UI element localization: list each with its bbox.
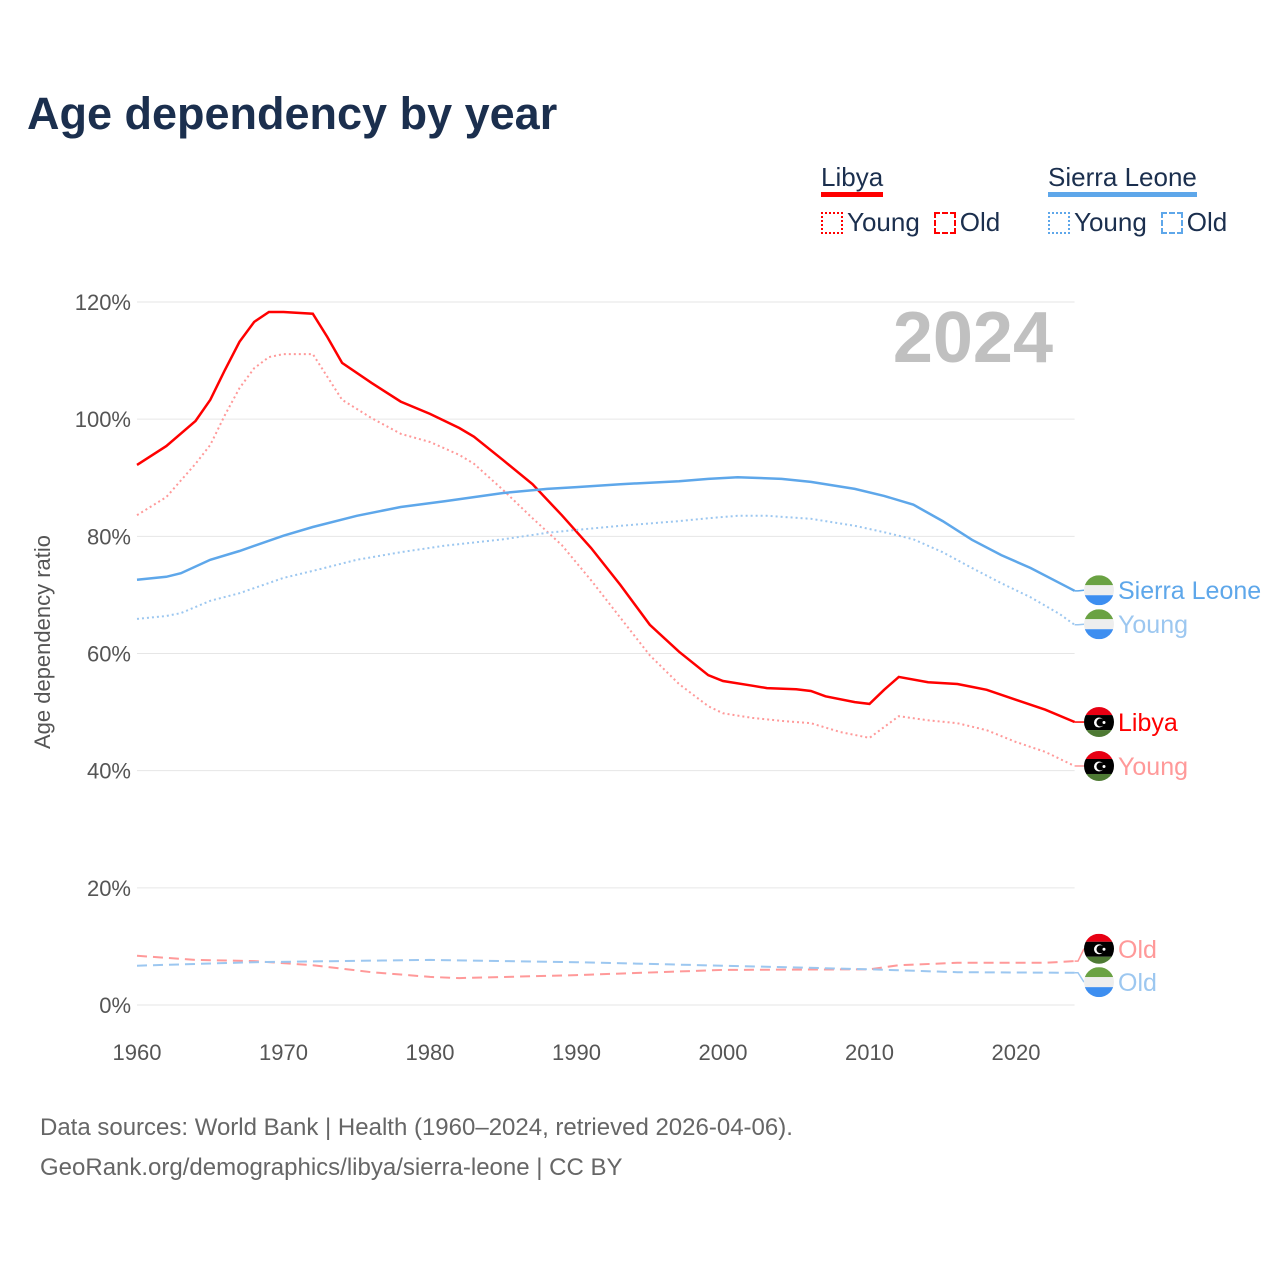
- legend-label: Old: [959, 207, 1001, 237]
- footer: Data sources: World Bank | Health (1960–…: [40, 1108, 793, 1188]
- series-line-sierra-leone[interactable]: [136, 475, 1076, 592]
- end-label-text: Old: [1118, 936, 1157, 964]
- x-tick-label: 2010: [845, 1040, 894, 1065]
- legend-label: Old: [1186, 207, 1228, 237]
- libya-flag-icon: [1084, 750, 1114, 781]
- data-source-note: Data sources: World Bank | Health (1960–…: [40, 1114, 793, 1141]
- legend-country-sierra-leone[interactable]: Sierra Leone: [1048, 162, 1197, 197]
- year-watermark: 2024: [893, 298, 1053, 378]
- dotted-swatch-icon: [821, 211, 843, 234]
- y-tick-label: 60%: [87, 642, 131, 667]
- end-label-text: Old: [1118, 969, 1157, 997]
- end-label-libya-young[interactable]: Young: [1074, 750, 1188, 782]
- connector-line: [1074, 589, 1085, 592]
- sierra-leone-flag-icon: [1084, 609, 1114, 640]
- connector-line: [1074, 948, 1085, 962]
- y-tick-label: 20%: [87, 876, 131, 901]
- series-line-libya[interactable]: [136, 310, 1076, 724]
- x-tick-label: 1970: [259, 1040, 308, 1065]
- x-tick-label: 2020: [992, 1040, 1041, 1065]
- y-tick-label: 100%: [75, 407, 131, 432]
- legend-label: Young: [1074, 207, 1147, 237]
- legend-item-libya-young[interactable]: Young: [821, 207, 920, 238]
- end-label-sierra-leone-old[interactable]: Old: [1074, 967, 1157, 998]
- legend-item-sierra-leone-young[interactable]: Young: [1048, 207, 1147, 238]
- y-tick-label: 80%: [87, 524, 131, 549]
- sierra-leone-flag-icon: [1084, 967, 1114, 998]
- series-line-sierra-leone-old[interactable]: [136, 958, 1075, 974]
- x-tick-label: 2000: [699, 1040, 748, 1065]
- end-label-text: Libya: [1118, 709, 1178, 737]
- libya-flag-icon: [1084, 933, 1114, 964]
- source-link[interactable]: GeoRank.org/demographics/libya/sierra-le…: [40, 1154, 623, 1181]
- x-tick-label: 1990: [552, 1040, 601, 1065]
- legend-item-sierra-leone-old[interactable]: Old: [1160, 207, 1228, 238]
- sierra-leone-flag-icon: [1084, 575, 1114, 606]
- end-label-text: Sierra Leone: [1118, 577, 1261, 605]
- legend-country-libya[interactable]: Libya: [821, 162, 884, 197]
- y-tick-label: 0%: [99, 993, 131, 1018]
- end-label-libya[interactable]: Libya: [1074, 707, 1178, 738]
- x-tick-label: 1960: [113, 1040, 162, 1065]
- legend-item-libya-old[interactable]: Old: [933, 207, 1001, 238]
- dashed-swatch-icon: [1160, 211, 1183, 234]
- end-label-sierra-leone[interactable]: Sierra Leone: [1074, 575, 1262, 606]
- dashed-swatch-icon: [933, 211, 956, 234]
- legend-label: Young: [847, 207, 920, 237]
- y-axis-label: Age dependency ratio: [30, 535, 55, 749]
- legend-sierra-leone: Sierra Leone Young Old: [1048, 162, 1227, 238]
- connector-line: [1074, 623, 1085, 626]
- y-tick-label: 40%: [87, 759, 131, 784]
- connector-line: [1074, 972, 1085, 983]
- end-label-sierra-leone-young[interactable]: Young: [1074, 609, 1188, 640]
- end-label-text: Young: [1118, 753, 1188, 781]
- series-line-sierra-leone-young[interactable]: [136, 514, 1076, 626]
- chart-title: Age dependency by year: [27, 88, 558, 139]
- end-label-libya-old[interactable]: Old: [1074, 933, 1157, 965]
- legend-libya: Libya Young Old: [821, 162, 1000, 238]
- y-tick-label: 120%: [75, 290, 131, 315]
- end-label-text: Young: [1118, 611, 1188, 639]
- dotted-swatch-icon: [1048, 211, 1070, 234]
- series-line-libya-young[interactable]: [136, 353, 1076, 767]
- libya-flag-icon: [1084, 707, 1114, 738]
- series-line-libya-old[interactable]: [136, 954, 1075, 980]
- x-tick-label: 1980: [406, 1040, 455, 1065]
